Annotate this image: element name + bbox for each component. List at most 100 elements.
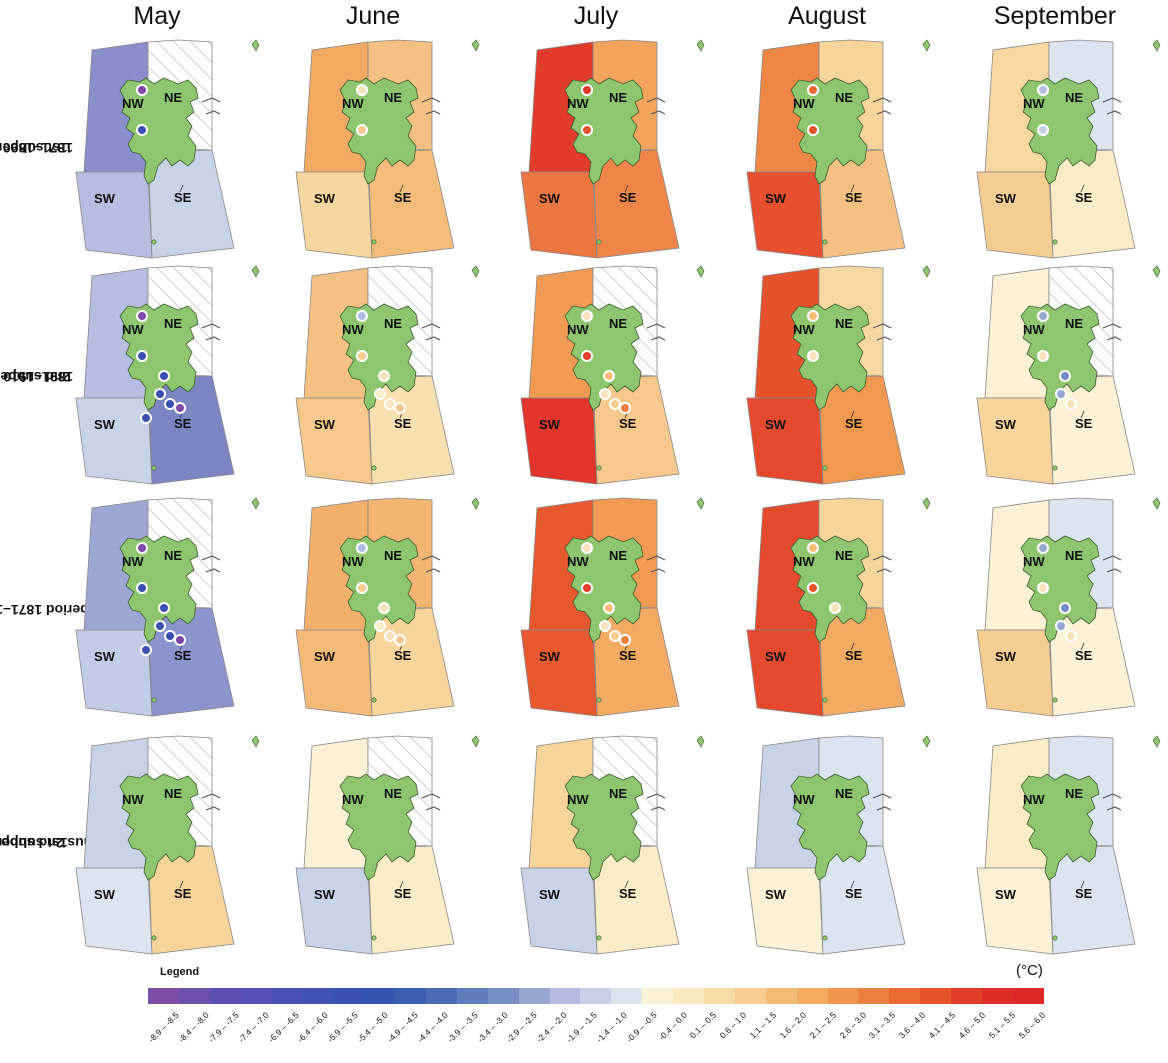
station-marker: [140, 412, 152, 424]
station-marker: [807, 542, 819, 554]
region-label-nw: NW: [122, 96, 144, 111]
franz-josef-land: [696, 735, 705, 748]
bear-island: [1052, 935, 1058, 941]
coast-line: [876, 110, 892, 115]
region-label-sw: SW: [539, 887, 561, 902]
franz-josef-land: [251, 39, 260, 52]
legend-tick: 3.1 – 3.5: [865, 1006, 898, 1061]
legend-swatch: [364, 988, 396, 1004]
legend-tick-label: -8.4 – -8.0: [176, 1010, 211, 1045]
legend-swatch: [982, 988, 1013, 1004]
station-marker: [378, 602, 390, 614]
row-title-1: 1st subperiod1871–1890: [0, 140, 74, 156]
legend-tick-label: 4.6 – 5.0: [956, 1010, 988, 1041]
station-marker: [581, 582, 593, 594]
station-marker: [807, 350, 819, 362]
bear-island: [151, 935, 157, 941]
region-label-nw: NW: [567, 322, 589, 337]
hope-island: [399, 880, 404, 889]
station-marker: [581, 84, 593, 96]
row-title-2: 2nd subperiod1891–1910: [0, 369, 74, 385]
franz-josef-land: [471, 497, 480, 510]
svalbard-land: [564, 773, 644, 881]
region-label-sw: SW: [765, 417, 787, 432]
region-label-nw: NW: [567, 554, 589, 569]
region-label-nw: NW: [122, 322, 144, 337]
coast-line: [876, 806, 892, 811]
station-marker: [829, 602, 841, 614]
region-label-se: SE: [174, 190, 192, 205]
franz-josef-land: [251, 265, 260, 278]
coast-line: [872, 323, 892, 329]
legend-swatch: [704, 988, 735, 1004]
svalbard-land: [1020, 77, 1100, 185]
bear-island: [822, 239, 828, 245]
bear-island: [151, 465, 157, 471]
coast-line: [205, 110, 221, 115]
map-panel: NW NE SW SE: [282, 32, 482, 259]
coast-line: [205, 336, 221, 341]
region-label-ne: NE: [1065, 90, 1083, 105]
map-panel: NW NE SW SE: [62, 728, 262, 955]
region-label-sw: SW: [765, 191, 787, 206]
franz-josef-land: [696, 39, 705, 52]
legend-tick: 2.1 – 2.5: [805, 1006, 837, 1061]
svalbard-land: [339, 773, 419, 881]
station-marker: [1065, 398, 1077, 410]
map-panel: NW NE SW SE: [507, 258, 707, 485]
region-sw: [75, 629, 153, 717]
region-label-sw: SW: [94, 887, 116, 902]
legend-tick-label: -4.4 – -4.0: [415, 1010, 450, 1045]
region-label-nw: NW: [1023, 792, 1045, 807]
region-label-sw: SW: [94, 417, 116, 432]
legend-tick: 0.1 – 0.5: [685, 1006, 718, 1061]
svalbard-land: [790, 535, 870, 643]
region-label-ne: NE: [1065, 316, 1083, 331]
map-panel: NW NE SW SE: [282, 258, 482, 485]
legend-tick-label: -6.9 – -6.5: [265, 1010, 301, 1045]
legend-swatch: [889, 988, 921, 1004]
legend-tick: -7.4 – -7.0: [236, 1006, 270, 1061]
map-panel: NW NE SW SE: [963, 728, 1163, 955]
legend-tick: -4.9 – -4.5: [385, 1006, 419, 1061]
region-label-ne: NE: [1065, 548, 1083, 563]
map-panel: NW NE SW SE: [507, 490, 707, 717]
region-sw: [520, 629, 598, 717]
legend-tick-label: -7.9 – -7.5: [206, 1010, 241, 1045]
station-marker: [1037, 542, 1049, 554]
svalbard-land: [119, 535, 199, 643]
hope-island: [850, 410, 855, 419]
franz-josef-land: [471, 265, 480, 278]
station-marker: [619, 634, 631, 646]
region-label-sw: SW: [765, 887, 787, 902]
region-label-se: SE: [845, 416, 863, 431]
bear-island: [371, 935, 377, 941]
legend-tick-label: 3.1 – 3.5: [867, 1010, 898, 1041]
legend-tick: -2.4 – -2.0: [535, 1006, 569, 1061]
legend-swatch: [858, 988, 890, 1004]
legend-tick-label: 0.6 – 1.0: [717, 1010, 749, 1041]
region-label-se: SE: [394, 190, 412, 205]
region-label-nw: NW: [342, 322, 364, 337]
station-marker: [394, 634, 406, 646]
hope-island: [850, 642, 855, 651]
region-label-ne: NE: [384, 786, 402, 801]
region-label-ne: NE: [164, 316, 182, 331]
bear-island: [1052, 239, 1058, 245]
coast-line: [650, 568, 666, 573]
coast-line: [201, 97, 221, 103]
region-sw: [520, 397, 598, 485]
region-label-ne: NE: [164, 90, 182, 105]
region-label-ne: NE: [164, 548, 182, 563]
region-label-nw: NW: [122, 792, 144, 807]
coast-line: [205, 568, 221, 573]
legend-tick-label: -6.4 – -6.0: [295, 1010, 331, 1045]
station-marker: [581, 124, 593, 136]
region-label-sw: SW: [995, 649, 1017, 664]
region-label-nw: NW: [793, 554, 815, 569]
legend-tick-label: -1.4 – -1.0: [594, 1010, 629, 1045]
region-label-sw: SW: [314, 191, 336, 206]
map-panel: NW NE SW SE: [62, 490, 262, 717]
legend-swatch: [580, 988, 612, 1004]
legend-tick: -1.9 – -1.5: [564, 1006, 598, 1061]
